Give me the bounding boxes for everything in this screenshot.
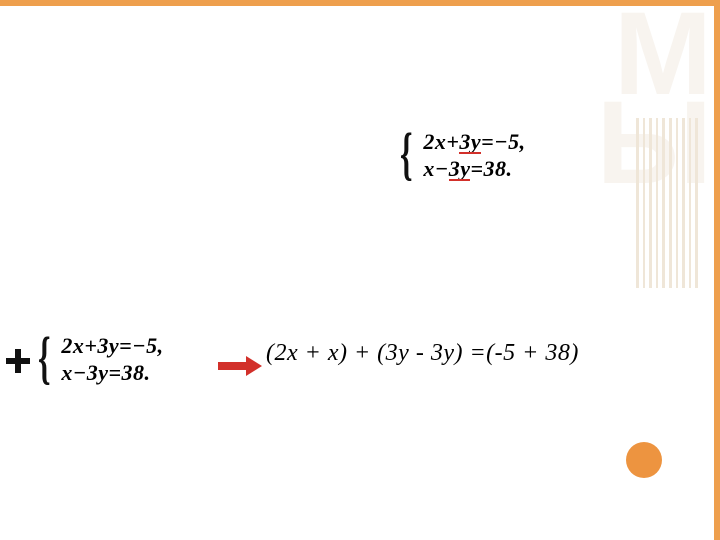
term: 3y [97, 333, 119, 358]
term: 2x [423, 129, 446, 154]
term-underlined: 3y [449, 155, 471, 182]
vertical-decor-lines [636, 118, 698, 288]
combined-expression: (2x + x) + (3y - 3y) =(-5 + 38) [266, 340, 579, 367]
top-border-strip [0, 0, 720, 6]
op: = [481, 129, 494, 154]
op: + [84, 333, 97, 358]
system-bottom-equations: 2x+3y=−5, x−3y=38. [61, 332, 163, 386]
op: = [119, 333, 132, 358]
plus-icon [6, 349, 30, 373]
op: = [470, 156, 483, 181]
system-top-line2: x−3y=38. [423, 155, 525, 182]
term: x [423, 156, 435, 181]
rhs: 5, [146, 333, 164, 358]
system-bottom-line2: x−3y=38. [61, 359, 163, 386]
sign: − [132, 333, 146, 358]
system-top-line1: 2x+3y=−5, [423, 128, 525, 155]
rhs: 38. [484, 156, 513, 181]
term: x [61, 360, 73, 385]
accent-dot [626, 442, 662, 478]
brace-icon: { [400, 128, 413, 180]
expression-lhs: (2x + x) + (3y - 3y) = [266, 340, 486, 366]
expression-rhs: (-5 + 38) [486, 340, 579, 366]
equation-system-top: { 2x+3y=−5, x−3y=38. [400, 128, 526, 182]
rhs: 5, [508, 129, 526, 154]
equation-system-bottom: { 2x+3y=−5, x−3y=38. [38, 332, 164, 386]
brace-icon: { [38, 332, 51, 384]
arrow-icon [218, 356, 262, 376]
sign: − [494, 129, 508, 154]
rhs: 38. [122, 360, 151, 385]
system-top-equations: 2x+3y=−5, x−3y=38. [423, 128, 525, 182]
op: − [73, 360, 87, 385]
op: = [108, 360, 121, 385]
op: − [435, 156, 449, 181]
right-border-strip [714, 0, 720, 540]
term-underlined: 3y [459, 128, 481, 155]
term: 2x [61, 333, 84, 358]
term: 3y [87, 360, 109, 385]
system-bottom-line1: 2x+3y=−5, [61, 332, 163, 359]
op: + [446, 129, 459, 154]
